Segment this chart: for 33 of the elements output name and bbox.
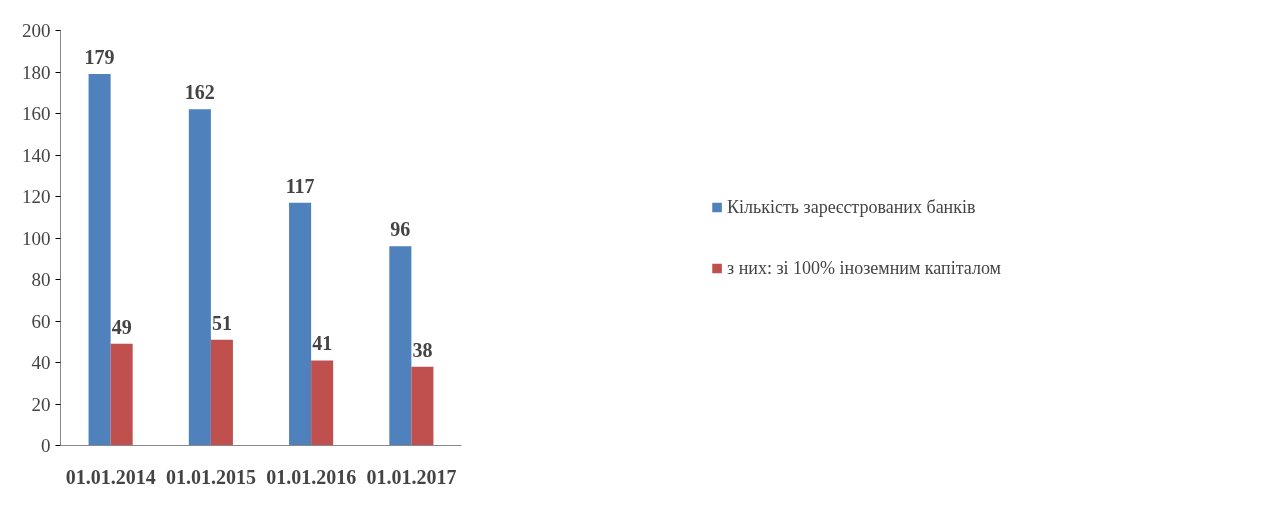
y-tick-label: 120: [22, 186, 51, 207]
legend-label: Кількість зареєстрованих банків: [727, 196, 976, 218]
y-tick-label: 100: [22, 227, 51, 249]
bar: [289, 202, 312, 446]
y-tick-label: 0: [41, 435, 51, 456]
data-label: 117: [285, 174, 315, 197]
bar: [311, 360, 334, 446]
y-tick-label: 20: [31, 393, 51, 415]
y-tick-label: 160: [22, 103, 51, 124]
bar: [88, 74, 111, 446]
data-label: 41: [312, 332, 333, 355]
bar: [210, 339, 233, 446]
data-label: 38: [412, 338, 433, 361]
y-tick-label: 140: [22, 144, 51, 166]
bar: [110, 343, 133, 446]
x-tick-label: 01.01.2014: [65, 465, 156, 488]
data-label: 51: [211, 311, 232, 334]
data-label: 179: [84, 46, 115, 69]
bar: [188, 109, 211, 446]
y-tick-label: 40: [31, 352, 51, 373]
data-label: 162: [184, 81, 215, 104]
data-label: 49: [111, 315, 132, 338]
x-tick-label: 01.01.2017: [366, 465, 457, 488]
legend-label: з них: зі 100% іноземним капіталом: [727, 257, 1001, 279]
x-tick-label: 01.01.2016: [266, 465, 357, 488]
y-tick-label: 200: [22, 20, 51, 41]
data-label: 96: [390, 218, 411, 241]
y-tick-label: 80: [31, 269, 51, 290]
bar: [389, 246, 412, 446]
y-tick-label: 180: [22, 61, 51, 83]
y-tick-label: 60: [31, 310, 51, 332]
bar: [411, 366, 434, 446]
x-tick-label: 01.01.2015: [165, 465, 256, 488]
